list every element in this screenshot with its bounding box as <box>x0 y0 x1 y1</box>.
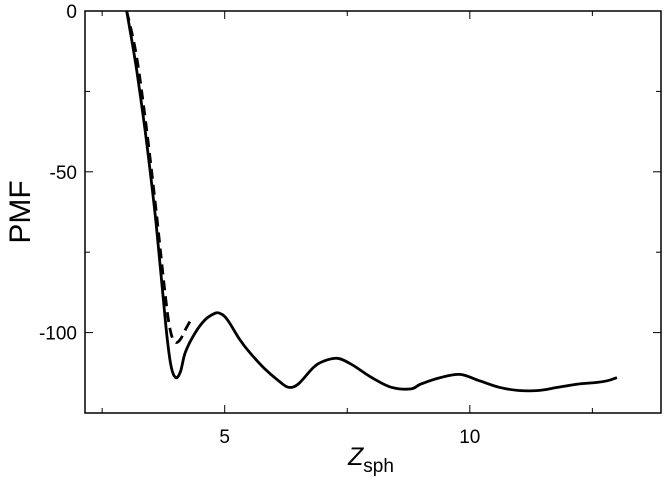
tick-labels: 5 10 0 -50 -100 <box>39 2 480 448</box>
y-tick-label: -100 <box>39 324 77 345</box>
x-tick-label: 5 <box>219 427 230 448</box>
series-lines <box>125 10 618 393</box>
y-axis-title: PMF <box>4 180 37 243</box>
axis-ticks <box>85 10 661 414</box>
x-tick-label: 10 <box>459 427 480 448</box>
solid-series-line <box>125 10 618 393</box>
y-tick-label: 0 <box>66 2 77 23</box>
x-axis-title-main: Z <box>347 443 364 471</box>
plot-frame <box>84 10 662 414</box>
y-tick-label: -50 <box>50 163 77 184</box>
x-axis-title: Zsph <box>347 443 394 477</box>
x-axis-title-subscript: sph <box>363 456 394 477</box>
dashed-series-line <box>125 10 195 344</box>
